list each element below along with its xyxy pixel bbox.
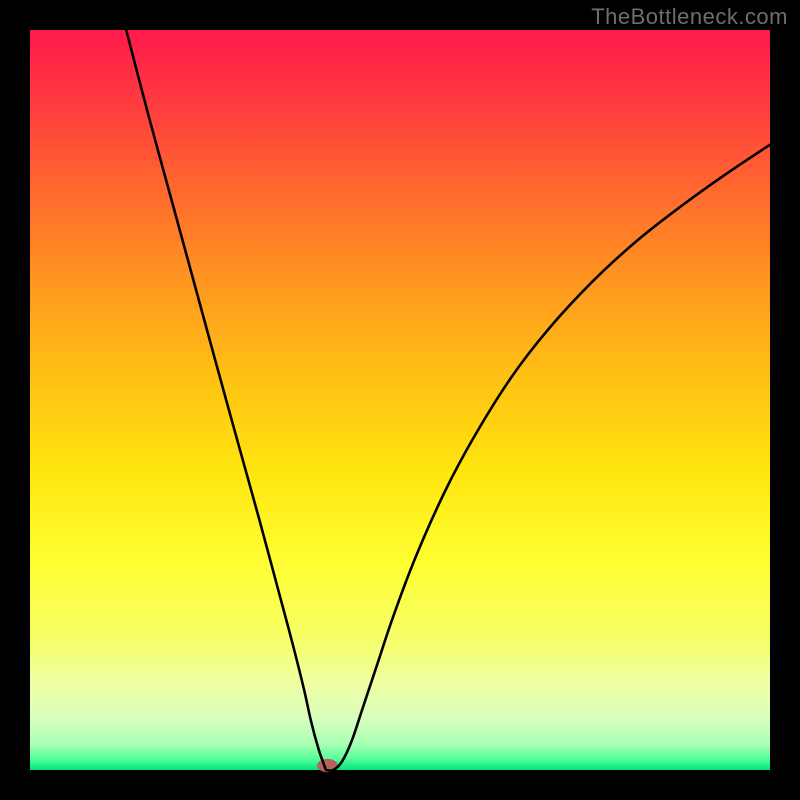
bottleneck-chart xyxy=(0,0,800,800)
plot-background xyxy=(30,30,770,770)
watermark-text: TheBottleneck.com xyxy=(591,4,788,30)
chart-stage: TheBottleneck.com xyxy=(0,0,800,800)
